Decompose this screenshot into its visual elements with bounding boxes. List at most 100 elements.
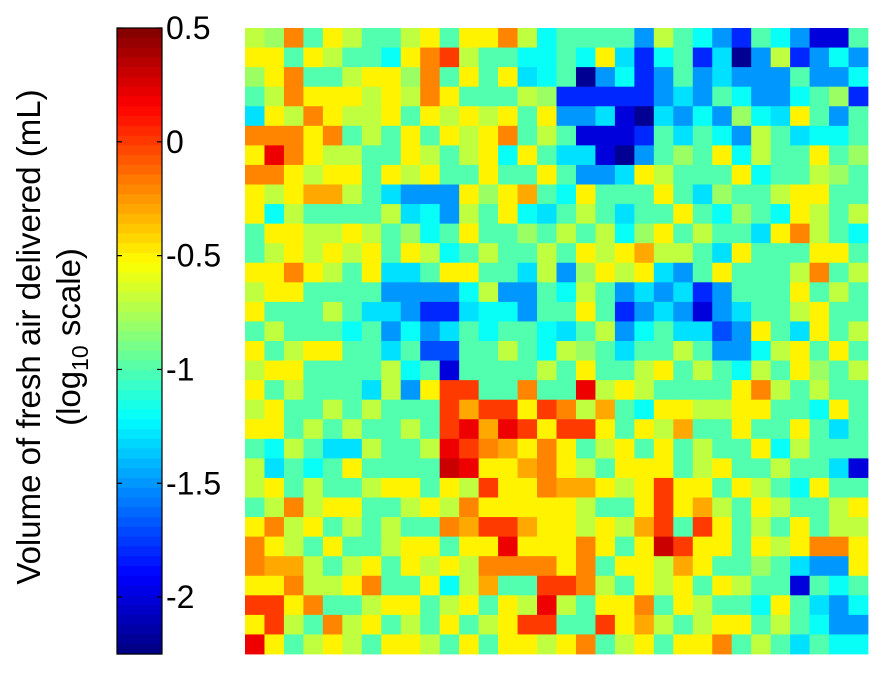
heatmap-cell [809, 262, 830, 283]
heatmap-cell [556, 536, 577, 557]
heatmap-cell [517, 106, 538, 127]
heatmap-cell [790, 262, 810, 283]
heatmap-cell [342, 497, 363, 518]
heatmap-cell [829, 321, 849, 342]
heatmap-cell [537, 458, 557, 479]
heatmap-cell [361, 67, 382, 88]
heatmap-cell [517, 184, 538, 205]
heatmap-cell [283, 106, 304, 127]
heatmap-cell [751, 145, 772, 166]
heatmap-cell [498, 106, 518, 127]
heatmap-cell [478, 223, 499, 244]
heatmap-cell [692, 164, 713, 185]
heatmap-cell [692, 262, 713, 283]
heatmap-cell [322, 614, 343, 635]
heatmap-cell [264, 223, 285, 244]
heatmap-cell [342, 360, 363, 381]
heatmap-cell [556, 145, 577, 166]
heatmap-cell [420, 86, 441, 107]
heatmap-cell [420, 243, 441, 264]
heatmap-cell [264, 204, 285, 225]
heatmap-cell [439, 497, 460, 518]
heatmap-cell [342, 47, 363, 68]
heatmap-cell [400, 204, 421, 225]
heatmap-cell [537, 575, 557, 596]
heatmap-cell [751, 164, 772, 185]
heatmap-cell [478, 204, 499, 225]
heatmap-cell [478, 614, 499, 635]
heatmap-cell [459, 184, 480, 205]
heatmap-cell [420, 614, 441, 635]
heatmap-cell [770, 67, 791, 88]
colorbar-segment [117, 252, 162, 264]
heatmap-cell [303, 28, 324, 48]
heatmap-cell [673, 360, 694, 381]
heatmap-cell [790, 634, 810, 655]
colorbar-segment [117, 262, 162, 274]
heatmap-cell [283, 556, 304, 577]
heatmap-cell [556, 575, 577, 596]
heatmap-cell [342, 301, 363, 322]
heatmap-cell [459, 556, 480, 577]
heatmap-cell [439, 86, 460, 107]
heatmap-cell [478, 438, 499, 459]
heatmap-cell [264, 106, 285, 127]
heatmap-cell [653, 399, 674, 420]
heatmap-cell [498, 399, 518, 420]
heatmap-cell [692, 595, 713, 616]
heatmap-cell [731, 536, 752, 557]
heatmap-cell [673, 125, 694, 146]
heatmap-cell [634, 164, 655, 185]
heatmap-cell [770, 164, 791, 185]
heatmap-cell [264, 419, 285, 440]
heatmap-cell [420, 497, 441, 518]
heatmap-cell [712, 262, 733, 283]
heatmap-cell [537, 477, 557, 498]
heatmap-cell [809, 86, 830, 107]
heatmap-cell [809, 28, 830, 48]
colorbar-frame [116, 27, 163, 655]
heatmap-cell [381, 301, 402, 322]
heatmap-cell [712, 419, 733, 440]
heatmap-cell [614, 106, 635, 127]
heatmap-cell [790, 517, 810, 538]
heatmap-cell [790, 360, 810, 381]
heatmap-cell [420, 458, 441, 479]
heatmap-cell [809, 556, 830, 577]
heatmap-cell [303, 536, 324, 557]
heatmap-cell [245, 321, 265, 342]
heatmap-cell [361, 282, 382, 303]
heatmap-cell [712, 125, 733, 146]
heatmap-cell [498, 223, 518, 244]
heatmap-cell [575, 614, 596, 635]
heatmap-cell [556, 243, 577, 264]
heatmap-cell [303, 438, 324, 459]
colorbar-segment [117, 321, 162, 332]
heatmap-cell [692, 399, 713, 420]
heatmap-cell [595, 360, 616, 381]
colorbar-segment [117, 213, 162, 225]
heatmap-cell [809, 321, 830, 342]
heatmap-cell [829, 282, 849, 303]
heatmap-cell [303, 86, 324, 107]
heatmap-cell [439, 301, 460, 322]
heatmap-cell [848, 47, 869, 68]
heatmap-cell [556, 28, 577, 48]
heatmap-cell [770, 262, 791, 283]
heatmap-cell [653, 321, 674, 342]
heatmap-cell [381, 125, 402, 146]
heatmap-cell [361, 634, 382, 655]
heatmap-cell [361, 125, 382, 146]
heatmap-cell [478, 28, 499, 48]
heatmap-cell [673, 419, 694, 440]
heatmap-cell [381, 380, 402, 401]
heatmap-cell [400, 360, 421, 381]
heatmap-cell [634, 380, 655, 401]
heatmap-cell [303, 380, 324, 401]
heatmap-cell [692, 145, 713, 166]
heatmap-cell [245, 243, 265, 264]
heatmap-cell [283, 164, 304, 185]
colorbar-segment [117, 350, 162, 362]
heatmap-cell [751, 438, 772, 459]
heatmap-cell [556, 614, 577, 635]
